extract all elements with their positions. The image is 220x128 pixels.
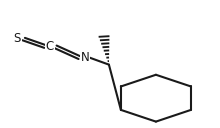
Text: S: S xyxy=(13,32,21,45)
Text: C: C xyxy=(46,40,54,53)
Text: N: N xyxy=(81,51,89,63)
